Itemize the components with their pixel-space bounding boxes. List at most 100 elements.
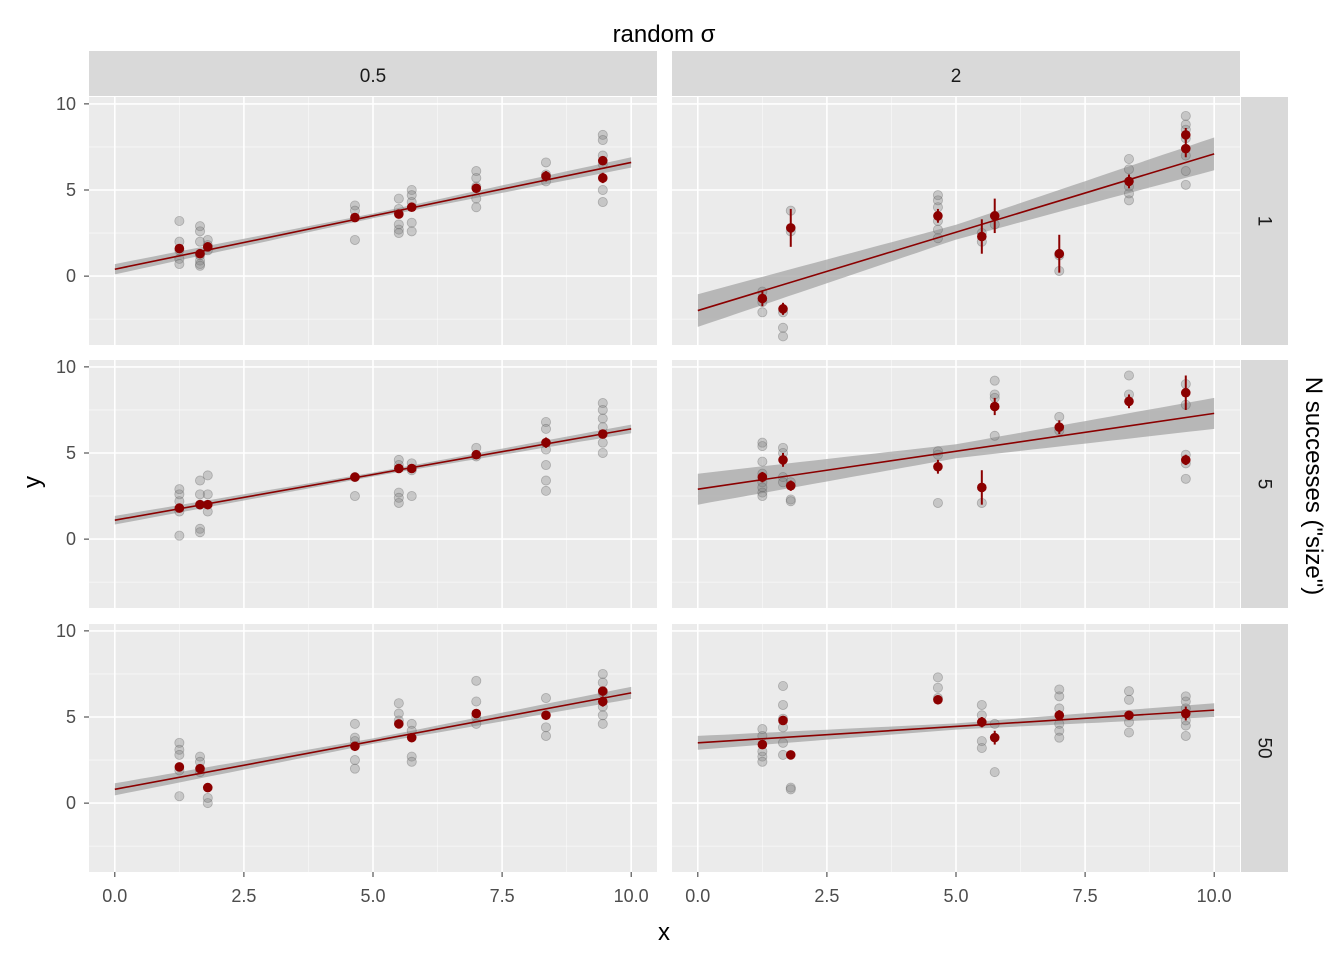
- raw-point: [1180, 691, 1191, 702]
- raw-point: [785, 782, 796, 793]
- mean-point: [406, 463, 417, 474]
- raw-point: [174, 749, 185, 760]
- y-tick-label: 0: [66, 529, 76, 549]
- raw-point: [932, 672, 943, 683]
- mean-point: [1180, 130, 1191, 140]
- row-strip: [1241, 624, 1288, 872]
- raw-point: [597, 447, 608, 458]
- mean-point: [350, 741, 360, 752]
- raw-point: [406, 718, 417, 729]
- raw-point: [540, 416, 551, 427]
- mean-point: [1124, 176, 1134, 187]
- facet-panel: 0 5 10: [56, 94, 657, 345]
- row-strip-label: 5: [1254, 479, 1275, 490]
- mean-point: [202, 782, 213, 793]
- mean-point: [1124, 710, 1134, 721]
- mean-point: [394, 209, 404, 219]
- raw-point: [393, 497, 404, 508]
- y-tick-label: 10: [56, 357, 76, 377]
- y-tick-label: 10: [56, 94, 76, 114]
- raw-point: [393, 228, 404, 239]
- mean-point: [471, 708, 482, 719]
- raw-point: [195, 489, 206, 500]
- raw-point: [195, 226, 206, 237]
- raw-point: [757, 724, 768, 735]
- mean-point: [471, 449, 482, 460]
- x-tick-label: 5.0: [360, 886, 385, 906]
- raw-point: [1054, 691, 1065, 702]
- raw-point: [174, 791, 185, 802]
- mean-point: [778, 304, 788, 314]
- mean-point: [1054, 422, 1065, 432]
- raw-point: [757, 751, 768, 762]
- raw-point: [1123, 727, 1134, 738]
- raw-point: [471, 202, 482, 213]
- raw-point: [1180, 720, 1191, 731]
- mean-point: [757, 293, 768, 304]
- y-tick-label: 0: [66, 266, 76, 286]
- y-axis-title: y: [19, 476, 46, 488]
- mean-point: [541, 710, 551, 721]
- raw-point: [1180, 166, 1191, 177]
- mean-point: [785, 480, 796, 491]
- mean-point: [202, 499, 213, 510]
- raw-point: [1123, 188, 1134, 199]
- raw-point: [195, 236, 206, 247]
- raw-point: [757, 307, 768, 318]
- raw-point: [785, 494, 796, 505]
- raw-point: [174, 259, 185, 270]
- raw-point: [202, 792, 213, 803]
- raw-point: [597, 398, 608, 409]
- raw-point: [597, 668, 608, 679]
- mean-point: [757, 472, 768, 482]
- mean-point: [174, 503, 185, 513]
- mean-point: [597, 173, 608, 183]
- mean-point: [1180, 455, 1191, 465]
- raw-point: [195, 221, 206, 232]
- mean-point: [195, 499, 205, 510]
- raw-point: [540, 157, 551, 168]
- raw-point: [1054, 684, 1065, 695]
- row-strip: [1241, 360, 1288, 608]
- raw-point: [597, 197, 608, 208]
- mean-point: [597, 429, 608, 439]
- raw-point: [202, 470, 213, 481]
- mean-point: [785, 750, 796, 760]
- raw-point: [540, 722, 551, 733]
- mean-point: [174, 762, 185, 772]
- mean-point: [1180, 387, 1191, 398]
- mean-point: [933, 211, 943, 221]
- raw-point: [540, 475, 551, 486]
- y-tick-label: 10: [56, 621, 76, 641]
- mean-point: [394, 463, 404, 474]
- col-strip-label: 2: [951, 66, 962, 87]
- chart-title: random σ: [613, 21, 716, 48]
- raw-point: [349, 763, 360, 774]
- raw-point: [597, 718, 608, 729]
- raw-point: [932, 190, 943, 201]
- raw-point: [597, 437, 608, 448]
- y-tick-label: 0: [66, 793, 76, 813]
- raw-point: [540, 485, 551, 496]
- y-tick-label: 5: [66, 443, 76, 463]
- mean-point: [757, 739, 768, 750]
- raw-point: [597, 404, 608, 415]
- raw-point: [349, 718, 360, 729]
- raw-point: [406, 190, 417, 201]
- mean-point: [1180, 143, 1191, 154]
- raw-point: [778, 442, 789, 453]
- mean-point: [785, 223, 796, 233]
- raw-point: [406, 756, 417, 767]
- mean-point: [394, 719, 404, 729]
- y-tick-label: 5: [66, 180, 76, 200]
- mean-point: [989, 732, 1000, 743]
- raw-point: [349, 491, 360, 502]
- raw-point: [349, 234, 360, 245]
- raw-point: [540, 460, 551, 471]
- raw-point: [1123, 694, 1134, 705]
- mean-point: [195, 763, 205, 774]
- raw-point: [597, 413, 608, 424]
- facet-panel: [672, 360, 1240, 608]
- facet-panel: [672, 97, 1240, 345]
- x-axis-title: x: [658, 919, 670, 946]
